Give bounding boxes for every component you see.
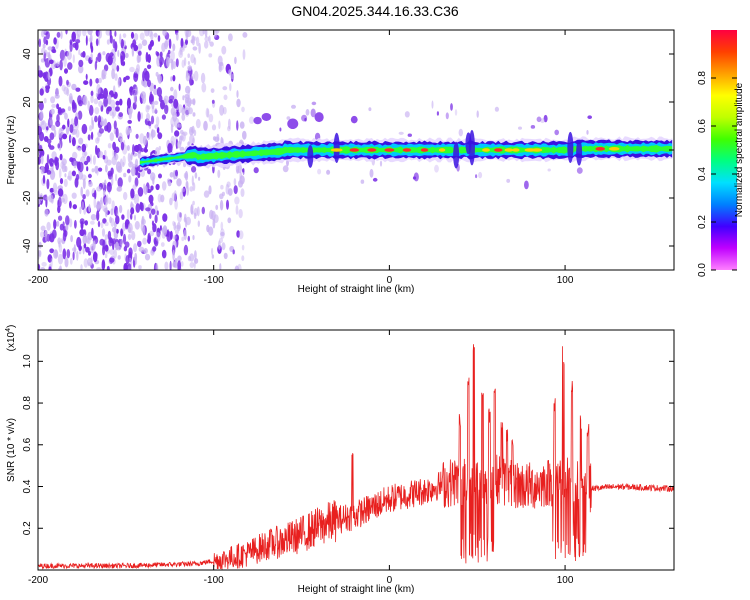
snr-chart: -200 -100 0 100 0.2 0.4 0.6 0.8 1.0 Height of s… [5, 325, 675, 595]
snr-frame [37, 329, 675, 571]
colorbar-tick-label: 0.8 [697, 71, 708, 85]
snr-series-line [38, 344, 674, 570]
spectrogram-x-label: Height of straight line (km) [298, 284, 415, 295]
colorbar-label: Normalized spectral amplitude [734, 82, 745, 217]
snr-y-tick-label: 0.4 [22, 479, 33, 493]
spectrogram-band-layer [139, 112, 673, 170]
snr-y-tick-label: 1.0 [22, 354, 33, 368]
snr-x-ticks: -200 -100 0 100 [28, 330, 574, 586]
spectrogram-y-tick-label: 0 [22, 147, 33, 153]
snr-y-label: SNR (10 * v/v) [6, 418, 17, 482]
snr-x-tick-label: -100 [204, 575, 224, 586]
spectrogram-y-label: Frequency (Hz) [6, 116, 17, 185]
spectrogram-y-tick-label: -40 [22, 238, 33, 253]
spectrogram-y-tick-label: -20 [22, 190, 33, 205]
spectrogram-x-tick-label: -100 [204, 275, 224, 286]
page-title: GN04.2025.344.16.33.C36 [291, 3, 459, 19]
spectrogram-x-tick-label: -200 [28, 275, 48, 286]
snr-y-tick-label: 0.8 [22, 396, 33, 410]
snr-y-tick-label: 0.2 [22, 521, 33, 535]
snr-x-label: Height of straight line (km) [298, 584, 415, 595]
spectrogram-y-tick-label: 40 [22, 48, 33, 60]
snr-x-tick-label: 0 [387, 575, 393, 586]
colorbar-tick-label: 0.6 [697, 119, 708, 133]
colorbar-ticks: 0.0 0.2 0.4 0.6 0.8 [697, 71, 737, 277]
snr-y-tick-label: 0.6 [22, 437, 33, 451]
spectrogram-y-tick-label: 20 [22, 96, 33, 108]
spectrogram-y-ticks: -40 -20 0 20 40 [22, 48, 674, 253]
spectrogram-x-ticks: -200 -100 0 100 [28, 30, 574, 286]
snr-y-multiplier: (x104) [5, 325, 17, 352]
spectrogram-x-tick-label: 0 [387, 275, 393, 286]
colorbar-tick-label: 0.0 [697, 263, 708, 277]
colorbar-tick-label: 0.4 [697, 167, 708, 181]
spectrogram-x-tick-label: 100 [557, 275, 574, 286]
snr-x-tick-label: -200 [28, 575, 48, 586]
colorbar-tick-label: 0.2 [697, 215, 708, 229]
snr-y-ticks: 0.2 0.4 0.6 0.8 1.0 [22, 354, 674, 535]
colorbar-gradient [711, 30, 737, 270]
colorbar: 0.0 0.2 0.4 0.6 0.8 Normalized spectral ampl… [697, 30, 745, 277]
snr-x-tick-label: 100 [557, 575, 574, 586]
